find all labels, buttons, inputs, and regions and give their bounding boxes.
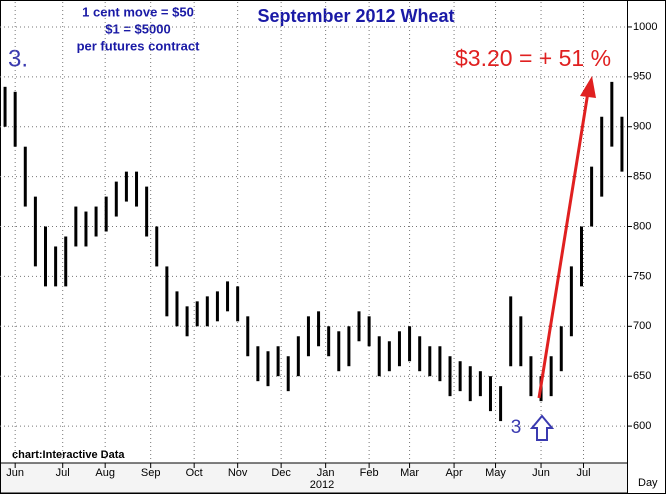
x-tick-label: Feb (360, 467, 379, 479)
x-tick-label: Dec (271, 467, 291, 479)
y-tick-label: 600 (633, 420, 651, 432)
x-tick-label: Apr (446, 467, 463, 479)
marker-label: 3 (511, 417, 522, 438)
note: $1 = $5000 (105, 21, 170, 36)
chart-title: September 2012 Wheat (257, 6, 454, 26)
x-tick-label: Nov (228, 467, 248, 479)
x-tick-label: Oct (186, 467, 203, 479)
x-tick-label: Jan (317, 467, 335, 479)
year-label: 2012 (310, 479, 334, 491)
x-tick-label: Sep (141, 467, 161, 479)
annotation: $3.20 = + 51 % (455, 45, 611, 71)
y-tick-label: 850 (633, 171, 651, 183)
y-tick-label: 800 (633, 220, 651, 232)
y-tick-label: 750 (633, 270, 651, 282)
x-tick-label: Jun (532, 467, 550, 479)
up-arrow (529, 414, 555, 441)
note: per futures contract (77, 38, 200, 53)
y-tick-label: 700 (633, 320, 651, 332)
x-tick-label: Jul (576, 467, 590, 479)
x-tick-label: Jun (6, 467, 24, 479)
source: chart:Interactive Data (12, 449, 125, 461)
x-tick-label: Aug (95, 467, 115, 479)
panel-label: 3. (8, 45, 28, 72)
y-tick-label: 650 (633, 370, 651, 382)
trend-arrow (537, 91, 590, 399)
x-unit: Day (638, 477, 658, 489)
arrow-head (580, 76, 596, 98)
x-tick-label: Jul (56, 467, 70, 479)
y-tick-label: 900 (633, 121, 651, 133)
note: 1 cent move = $50 (82, 4, 194, 19)
y-tick-label: 1000 (633, 21, 657, 33)
x-tick-label: May (485, 467, 506, 479)
overlay (529, 76, 596, 441)
x-tick-label: Mar (400, 467, 419, 479)
y-tick-label: 950 (633, 71, 651, 83)
